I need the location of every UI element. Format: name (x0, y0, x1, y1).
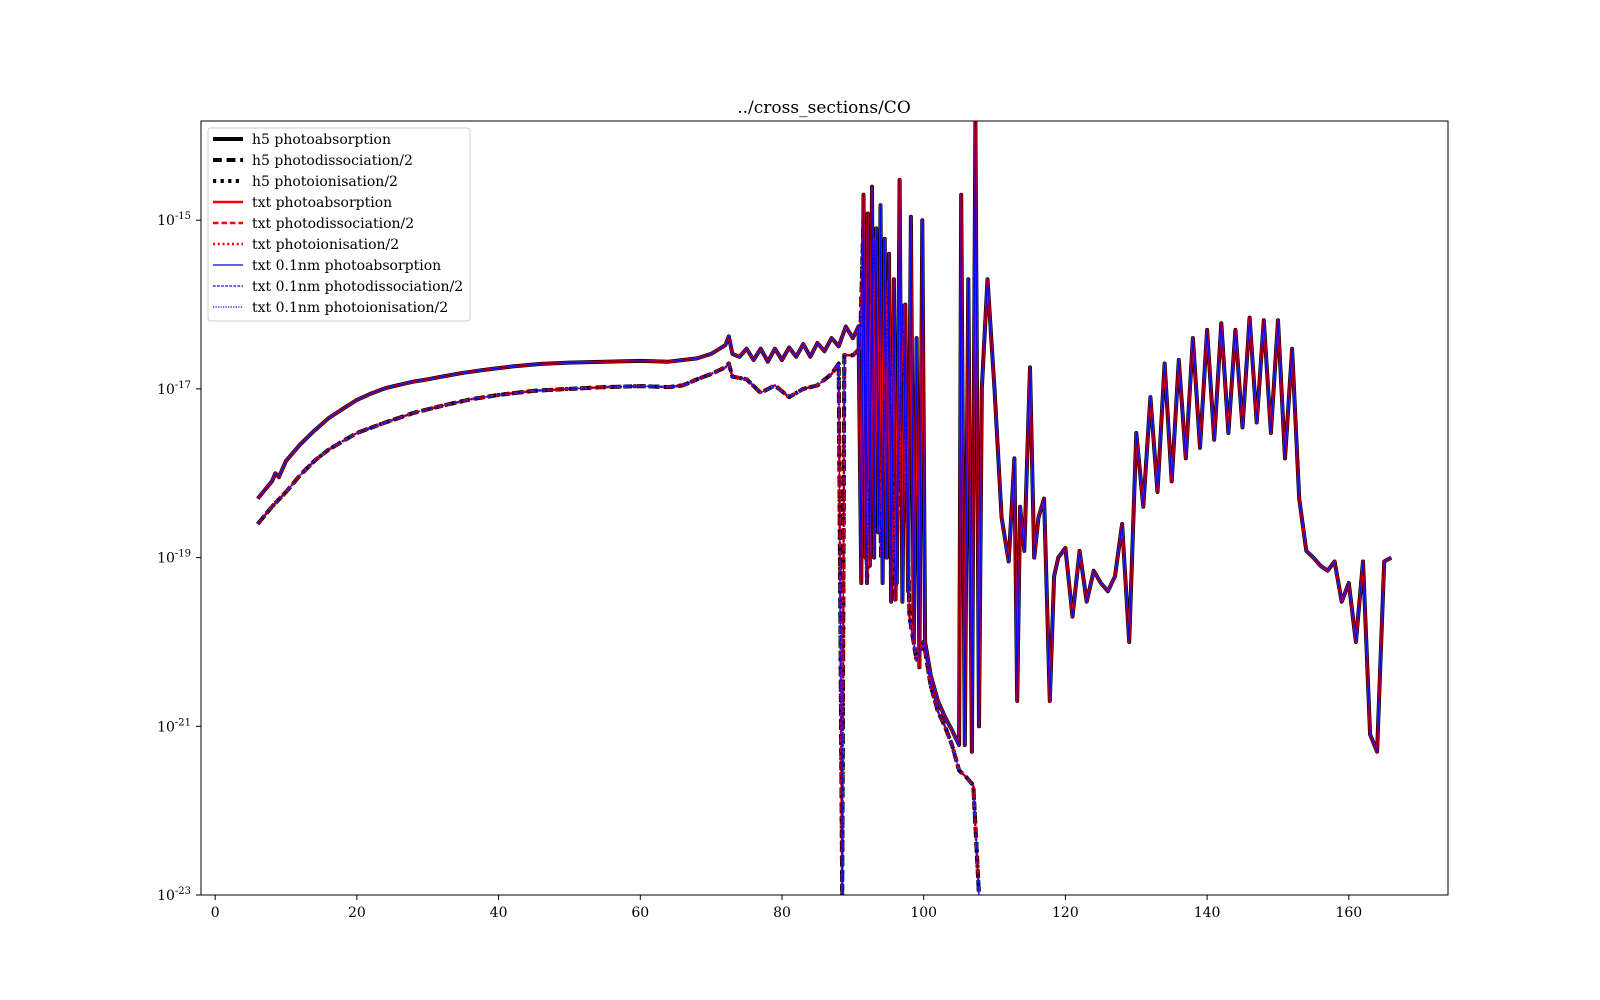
x-tick-label: 100 (910, 905, 937, 921)
legend-label: h5 photoionisation/2 (252, 174, 398, 190)
x-tick-label: 0 (211, 905, 220, 921)
chart-title: ../cross_sections/CO (737, 98, 911, 118)
y-tick-label: 10-15 (157, 211, 191, 229)
legend-label: txt photoabsorption (252, 195, 392, 211)
x-tick-label: 20 (348, 905, 366, 921)
series-line-7 (257, 121, 1392, 753)
x-tick-label: 140 (1194, 905, 1221, 921)
legend-label: h5 photoabsorption (252, 132, 391, 148)
y-axis: 10-23 10-21 10-19 10-17 10-15 (157, 211, 201, 904)
legend: h5 photoabsorption h5 photodissociation/2… (207, 127, 471, 322)
legend-label: h5 photodissociation/2 (252, 153, 413, 169)
x-tick-label: 80 (773, 905, 791, 921)
y-tick-label: 10-21 (157, 717, 191, 735)
y-tick-label: 10-19 (157, 549, 191, 567)
x-tick-label: 120 (1052, 905, 1079, 921)
x-axis: 0 20 40 60 80 100 120 140 160 (211, 895, 1362, 921)
x-tick-label: 60 (631, 905, 649, 921)
series-line-6 (256, 218, 981, 895)
legend-box (207, 127, 471, 322)
legend-label: txt photoionisation/2 (252, 237, 399, 253)
x-tick-label: 160 (1335, 905, 1362, 921)
series-layer (256, 121, 1393, 895)
y-tick-label: 10-17 (157, 380, 191, 398)
legend-label: txt 0.1nm photodissociation/2 (252, 279, 463, 295)
legend-label: txt 0.1nm photoabsorption (252, 258, 441, 274)
series-line-8 (257, 219, 980, 895)
legend-label: txt photodissociation/2 (252, 216, 414, 232)
y-tick-label: 10-23 (157, 886, 191, 904)
plot-frame (200, 120, 1449, 896)
x-tick-label: 40 (490, 905, 508, 921)
legend-label: txt 0.1nm photoionisation/2 (252, 300, 448, 316)
